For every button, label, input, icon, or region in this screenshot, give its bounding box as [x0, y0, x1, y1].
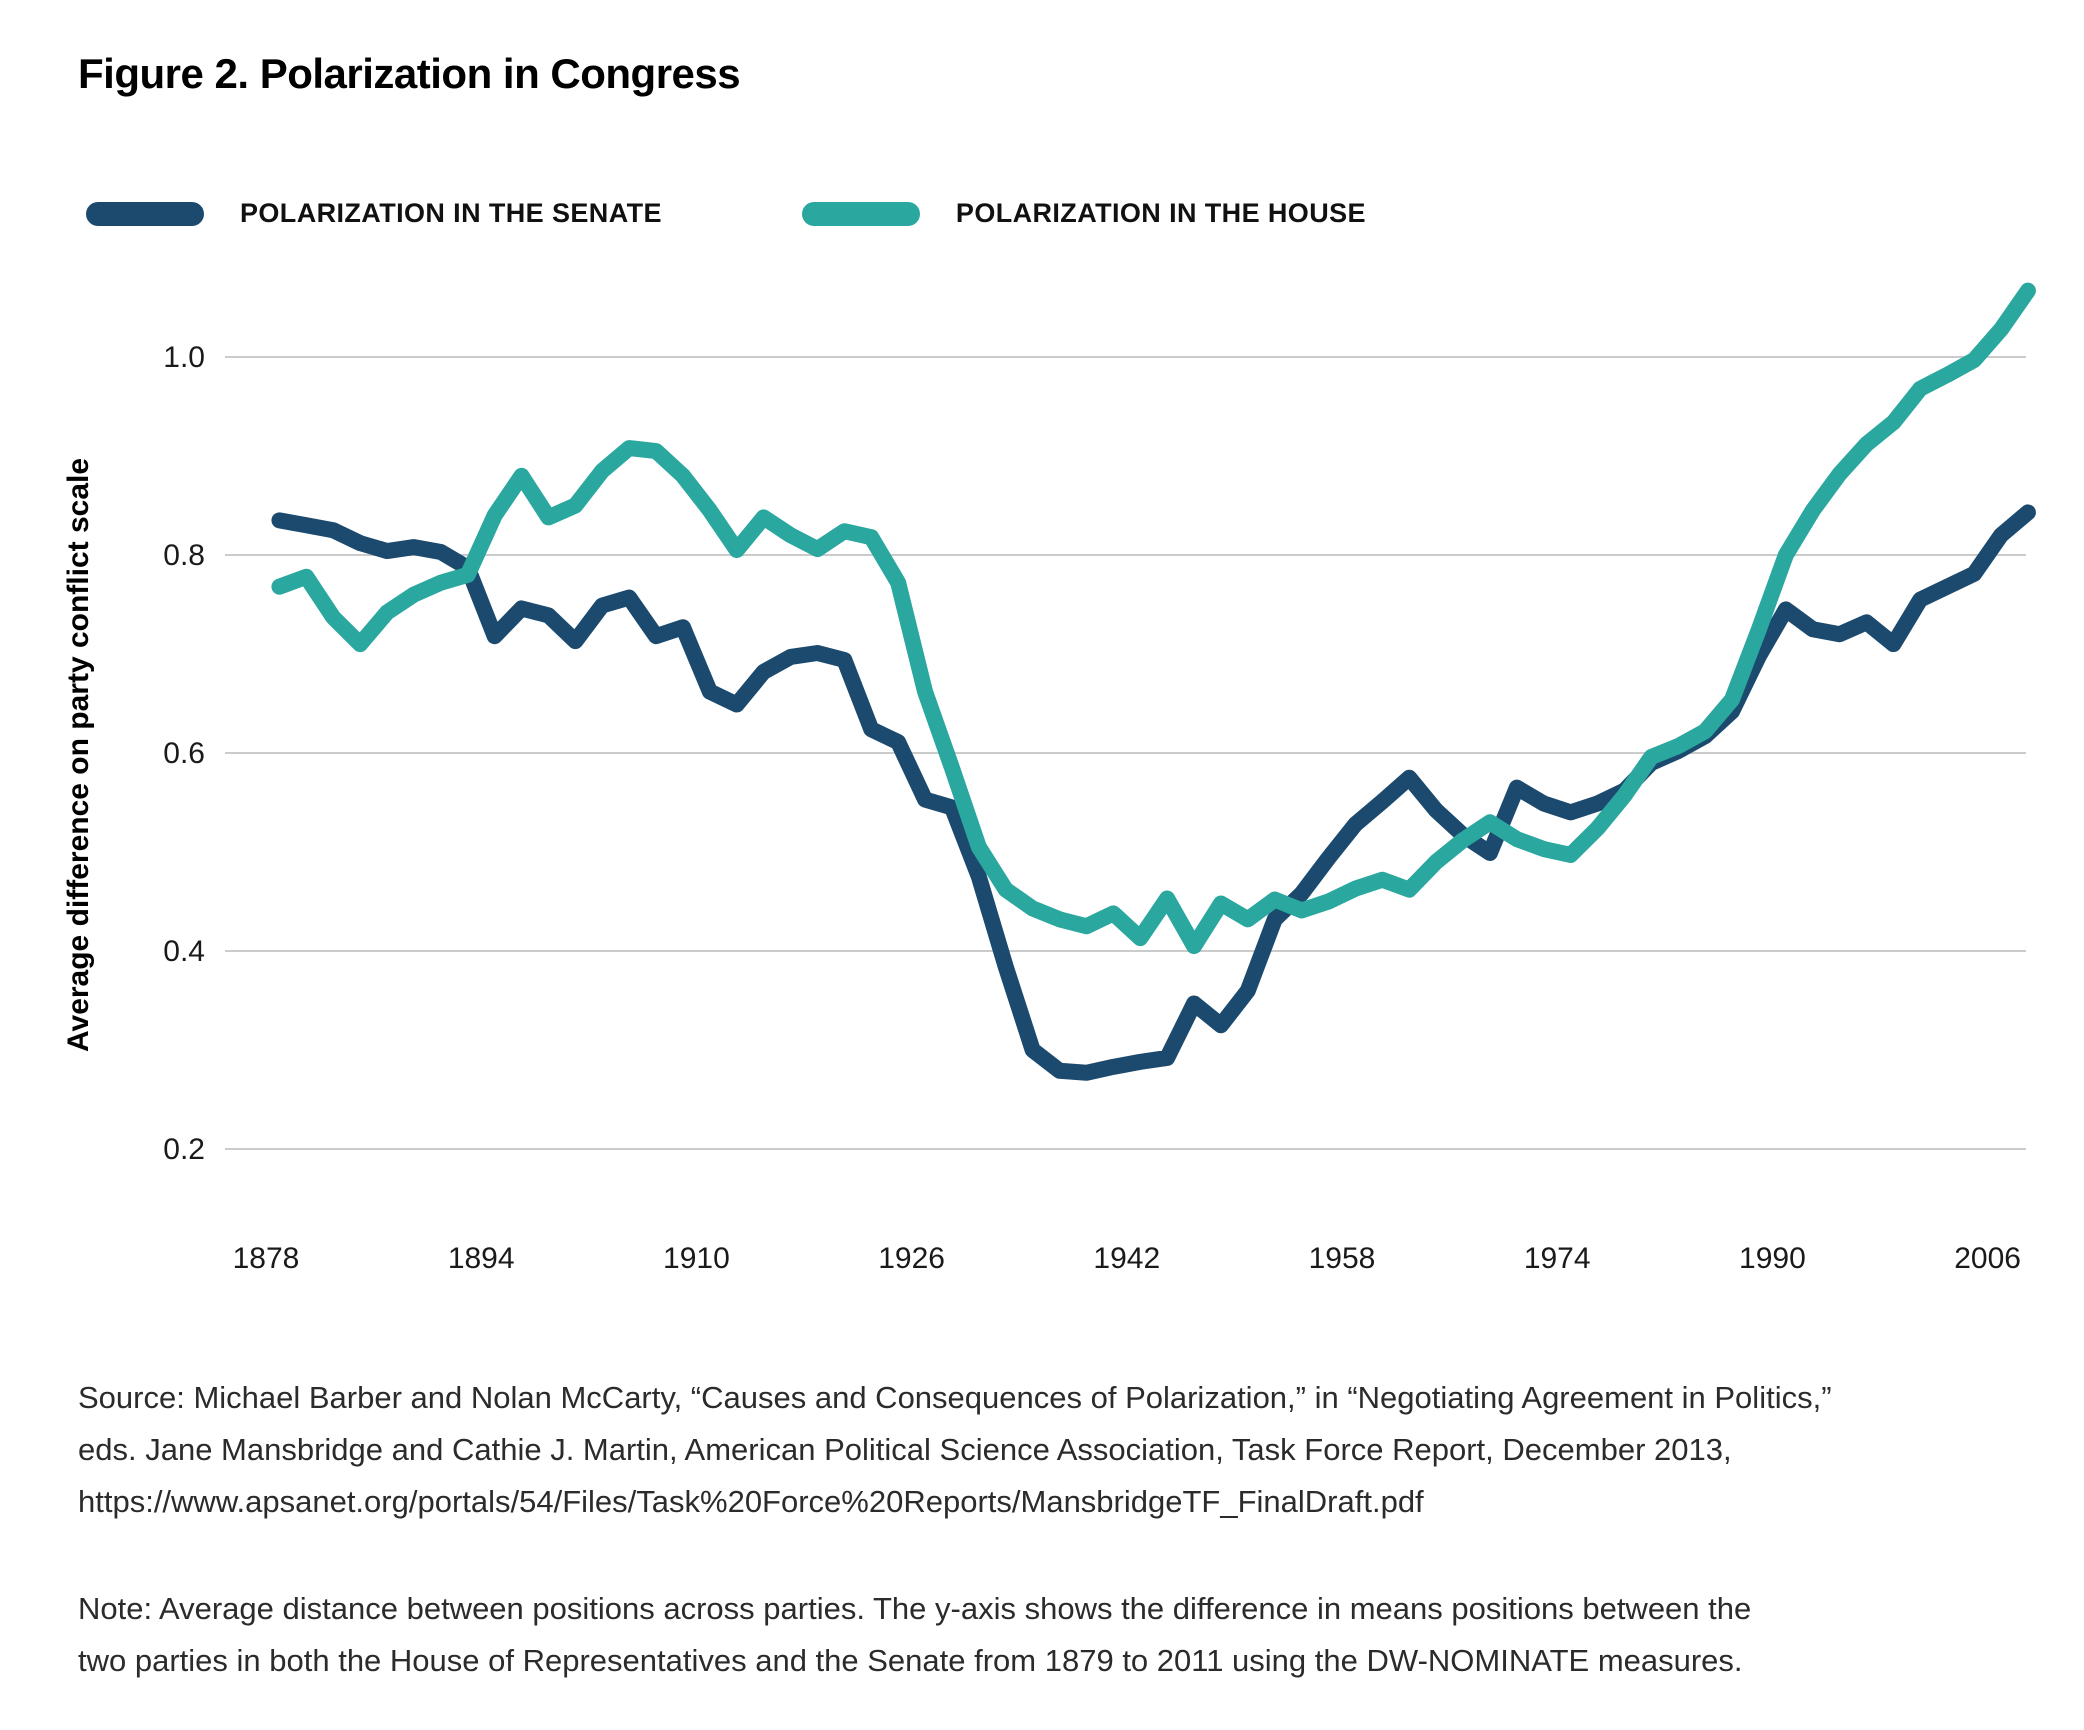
- x-tick-label: 1990: [1739, 1242, 1806, 1275]
- senate-line-swatch-icon: [86, 201, 204, 226]
- legend-item-senate: POLARIZATION IN THE SENATE: [86, 198, 662, 229]
- y-tick-label: 0.6: [163, 737, 205, 770]
- source-citation: Source: Michael Barber and Nolan McCarty…: [78, 1372, 2058, 1528]
- x-tick-label: 1894: [448, 1242, 515, 1275]
- legend-item-house: POLARIZATION IN THE HOUSE: [801, 198, 1366, 229]
- figure-title: Figure 2. Polarization in Congress: [78, 50, 741, 97]
- x-tick-label: 1926: [878, 1242, 945, 1275]
- house-line-swatch-icon: [801, 201, 920, 226]
- chart-legend: POLARIZATION IN THE SENATE POLARIZATION …: [86, 198, 1366, 229]
- source-line: Source: Michael Barber and Nolan McCarty…: [78, 1380, 1832, 1415]
- y-axis-label: Average difference on party conflict sca…: [62, 458, 95, 1052]
- figure-note: Note: Average distance between positions…: [78, 1583, 2058, 1687]
- x-tick-label: 1910: [663, 1242, 730, 1275]
- y-tick-label: 0.4: [163, 935, 205, 968]
- x-tick-label: 1942: [1093, 1242, 1160, 1275]
- y-tick-label: 1.0: [163, 341, 205, 374]
- y-tick-label: 0.2: [163, 1133, 205, 1166]
- x-tick-label: 1974: [1524, 1242, 1591, 1275]
- legend-label-senate: POLARIZATION IN THE SENATE: [240, 198, 662, 228]
- x-tick-label: 1958: [1309, 1242, 1376, 1275]
- x-tick-label: 2006: [1954, 1242, 2021, 1275]
- note-line: Note: Average distance between positions…: [78, 1591, 1752, 1626]
- y-tick-label: 0.8: [163, 539, 205, 572]
- x-tick-label: 1878: [233, 1242, 300, 1275]
- source-url: https://www.apsanet.org/portals/54/Files…: [78, 1484, 1424, 1519]
- source-line: eds. Jane Mansbridge and Cathie J. Marti…: [78, 1432, 1732, 1467]
- house-series-line: [271, 282, 2036, 955]
- note-line: two parties in both the House of Represe…: [78, 1643, 1743, 1678]
- legend-label-house: POLARIZATION IN THE HOUSE: [955, 198, 1366, 228]
